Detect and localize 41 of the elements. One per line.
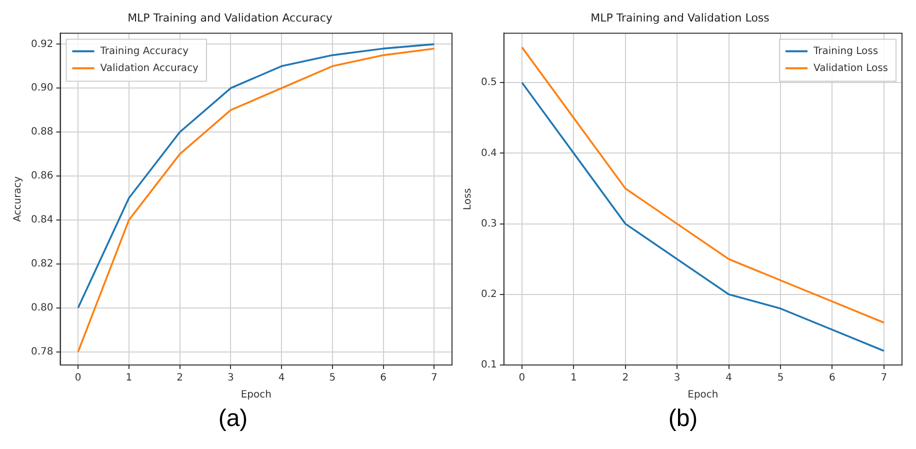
text: (a): [217, 405, 249, 433]
y-tick-label: 0.82: [31, 258, 54, 270]
y-tick-label: 0.1: [480, 360, 497, 371]
y-tick-label: 0.80: [31, 302, 54, 314]
x-tick-label: 7: [431, 372, 438, 384]
text: (b): [667, 405, 699, 433]
x-tick-label: 0: [74, 372, 82, 384]
x-axis-title: Epoch: [240, 390, 272, 401]
y-tick-label: 0.2: [480, 289, 497, 300]
chart-title: MLP Training and Validation Loss: [590, 11, 770, 24]
x-tick-label: 2: [622, 372, 629, 384]
x-tick-label: 7: [880, 372, 888, 384]
y-tick-label: 0.92: [31, 38, 54, 50]
legend-label: Validation Accuracy: [100, 62, 199, 74]
x-tick-label: 2: [176, 372, 184, 384]
x-tick-label: 1: [126, 372, 132, 384]
legend-label: Training Accuracy: [99, 46, 189, 57]
x-tick-label: 1: [570, 372, 577, 384]
y-axis-title: Loss: [462, 188, 474, 210]
y-tick-label: 0.84: [31, 214, 54, 226]
x-tick-label: 5: [777, 372, 784, 384]
x-tick-label: 3: [674, 372, 680, 384]
legend-label: Validation Loss: [814, 62, 888, 74]
x-tick-label: 6: [380, 372, 387, 384]
y-tick-label: 0.88: [31, 126, 54, 138]
x-tick-label: 3: [228, 372, 234, 384]
legend-label: Training Loss: [812, 46, 878, 57]
y-tick-label: 0.90: [31, 82, 54, 94]
x-tick-label: 4: [278, 372, 285, 384]
y-tick-label: 0.86: [31, 170, 54, 182]
y-axis-title: Accuracy: [12, 176, 24, 222]
chart-title: MLP Training and Validation Accuracy: [128, 11, 333, 24]
x-tick-label: 5: [329, 372, 336, 384]
y-tick-label: 0.78: [31, 346, 54, 358]
x-tick-label: 4: [726, 372, 732, 384]
x-axis-title: Epoch: [688, 390, 718, 401]
y-tick-label: 0.4: [480, 148, 497, 159]
x-tick-label: 6: [829, 372, 836, 384]
y-tick-label: 0.3: [480, 218, 497, 230]
y-tick-label: 0.5: [480, 77, 497, 88]
x-tick-label: 0: [518, 372, 526, 384]
